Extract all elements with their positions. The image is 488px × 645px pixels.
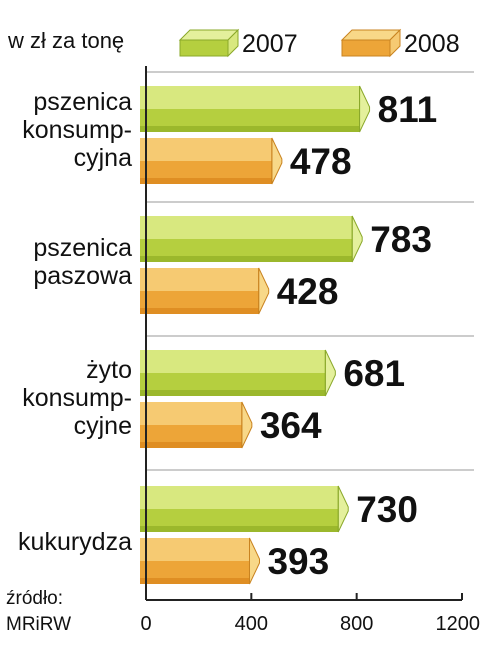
- bar-2008-1-cap: [258, 267, 270, 315]
- bar-2007-3: [140, 485, 349, 533]
- bar-2008-2-bottom: [140, 442, 242, 448]
- legend-swatch-2007-front: [179, 39, 229, 57]
- bar-2008-2: [140, 401, 253, 449]
- bar-2008-1: [140, 267, 270, 315]
- bar-2007-3-bottom: [140, 526, 339, 532]
- legend-label-2007: 2007: [242, 30, 298, 58]
- source-value: MRiRW: [6, 614, 71, 635]
- category-label-2-2: cyjne: [74, 412, 132, 440]
- bar-2007-2-bottom: [140, 390, 326, 396]
- grid-layer: [146, 71, 474, 471]
- bar-2007-1-cap: [351, 215, 363, 263]
- bar-2008-0-bottom: [140, 178, 272, 184]
- value-label-2008-0: 478: [290, 141, 352, 182]
- category-label-0-2: cyjna: [74, 144, 132, 172]
- value-label-2007-0: 811: [378, 89, 438, 130]
- bar-2008-0-cap: [271, 137, 283, 185]
- axis-layer: 0 400 800 1200: [140, 66, 480, 635]
- legend-layer: w zł za tonę 2007 2008: [7, 28, 460, 58]
- value-label-2008-2: 364: [260, 405, 322, 446]
- legend-swatch-2008: [340, 28, 402, 58]
- value-label-2007-1: 783: [370, 219, 432, 260]
- bar-2008-0: [140, 137, 283, 185]
- bar-2007-0-top: [140, 86, 360, 109]
- bar-2008-3-top: [140, 538, 250, 561]
- bar-2008-3: [140, 537, 260, 585]
- bar-2008-2-cap: [241, 401, 253, 449]
- bar-2008-1-bottom: [140, 308, 259, 314]
- bars-layer: [140, 85, 371, 585]
- bar-2008-3-cap: [248, 537, 260, 585]
- x-tick-label-400: 400: [235, 613, 268, 635]
- legend-swatch-2007: [178, 28, 240, 58]
- value-label-2008-1: 428: [277, 271, 339, 312]
- bar-2008-3-bottom: [140, 578, 250, 584]
- bar-2007-0: [140, 85, 371, 133]
- value-label-2008-3: 393: [267, 541, 329, 582]
- labels-layer: 811478783428681364730393pszenicakonsump-…: [6, 88, 437, 635]
- bar-2007-2-cap: [324, 349, 336, 397]
- category-label-0-0: pszenica: [33, 88, 132, 116]
- x-tick-label-800: 800: [340, 613, 373, 635]
- bar-2008-1-top: [140, 268, 259, 291]
- source-label: źródło:: [6, 588, 63, 609]
- bar-2007-0-bottom: [140, 126, 360, 132]
- bar-2007-3-top: [140, 486, 339, 509]
- legend-swatch-2007-side: [227, 28, 239, 58]
- bar-2007-1-top: [140, 216, 353, 239]
- category-label-3-0: kukurydza: [18, 528, 132, 556]
- bar-2007-1: [140, 215, 363, 263]
- category-label-2-1: konsump-: [22, 384, 132, 412]
- unit-label: w zł za tonę: [7, 28, 124, 53]
- category-label-1-0: pszenica: [33, 234, 132, 262]
- legend-label-2008: 2008: [404, 30, 460, 58]
- bar-2007-0-cap: [359, 85, 371, 133]
- bar-2008-0-top: [140, 138, 272, 161]
- legend-swatch-2008-front: [341, 39, 391, 57]
- bar-2007-2: [140, 349, 336, 397]
- x-tick-label-1200: 1200: [436, 613, 481, 635]
- bar-2007-1-bottom: [140, 256, 353, 262]
- category-label-2-0: żyto: [86, 356, 132, 384]
- value-label-2007-2: 681: [343, 353, 405, 394]
- category-label-1-1: paszowa: [33, 262, 132, 290]
- legend-swatch-2008-side: [389, 28, 401, 58]
- x-tick-label-0: 0: [140, 613, 151, 635]
- category-label-0-1: konsump-: [22, 116, 132, 144]
- bar-2007-3-cap: [337, 485, 349, 533]
- value-label-2007-3: 730: [356, 489, 418, 530]
- bar-2008-2-top: [140, 402, 242, 425]
- bar-2007-2-top: [140, 350, 326, 373]
